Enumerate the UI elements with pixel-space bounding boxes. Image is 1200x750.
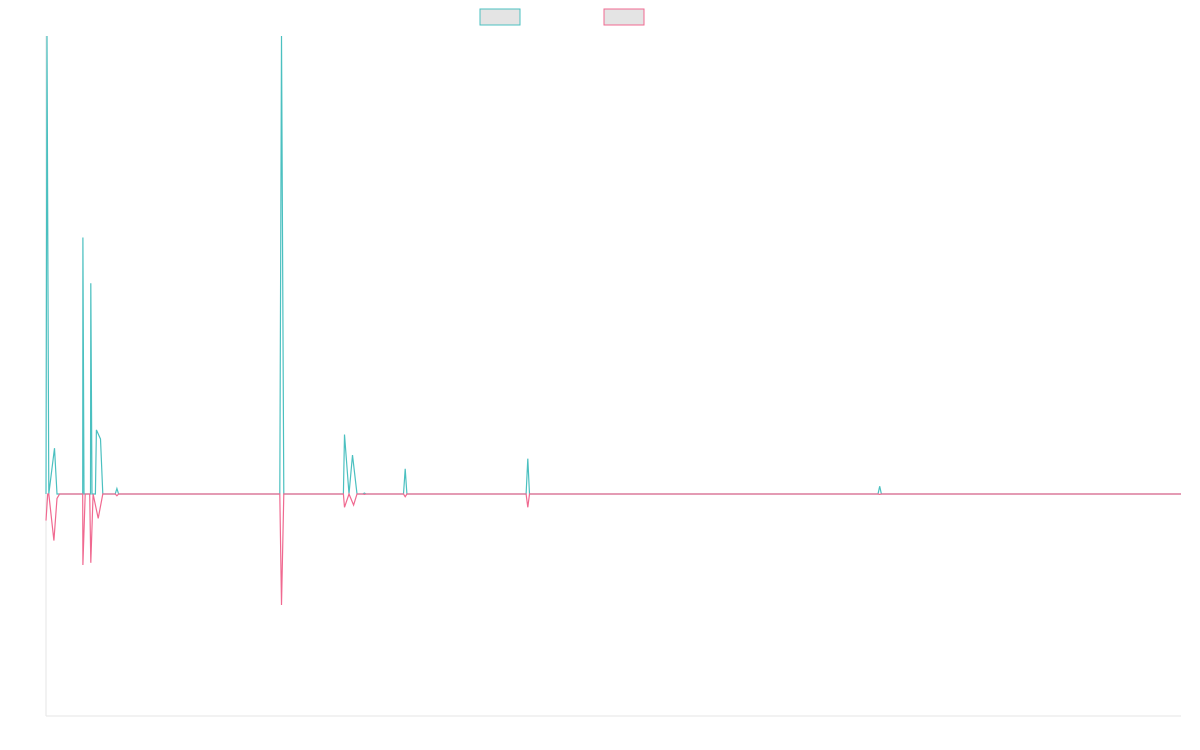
legend-swatch-2[interactable] <box>603 8 645 26</box>
series-line-2 <box>45 492 1181 606</box>
legend[interactable] <box>479 8 645 26</box>
plot-area <box>45 35 1181 606</box>
series-line-1 <box>45 35 1181 495</box>
axes <box>45 36 1181 717</box>
legend-swatch-1[interactable] <box>479 8 521 26</box>
